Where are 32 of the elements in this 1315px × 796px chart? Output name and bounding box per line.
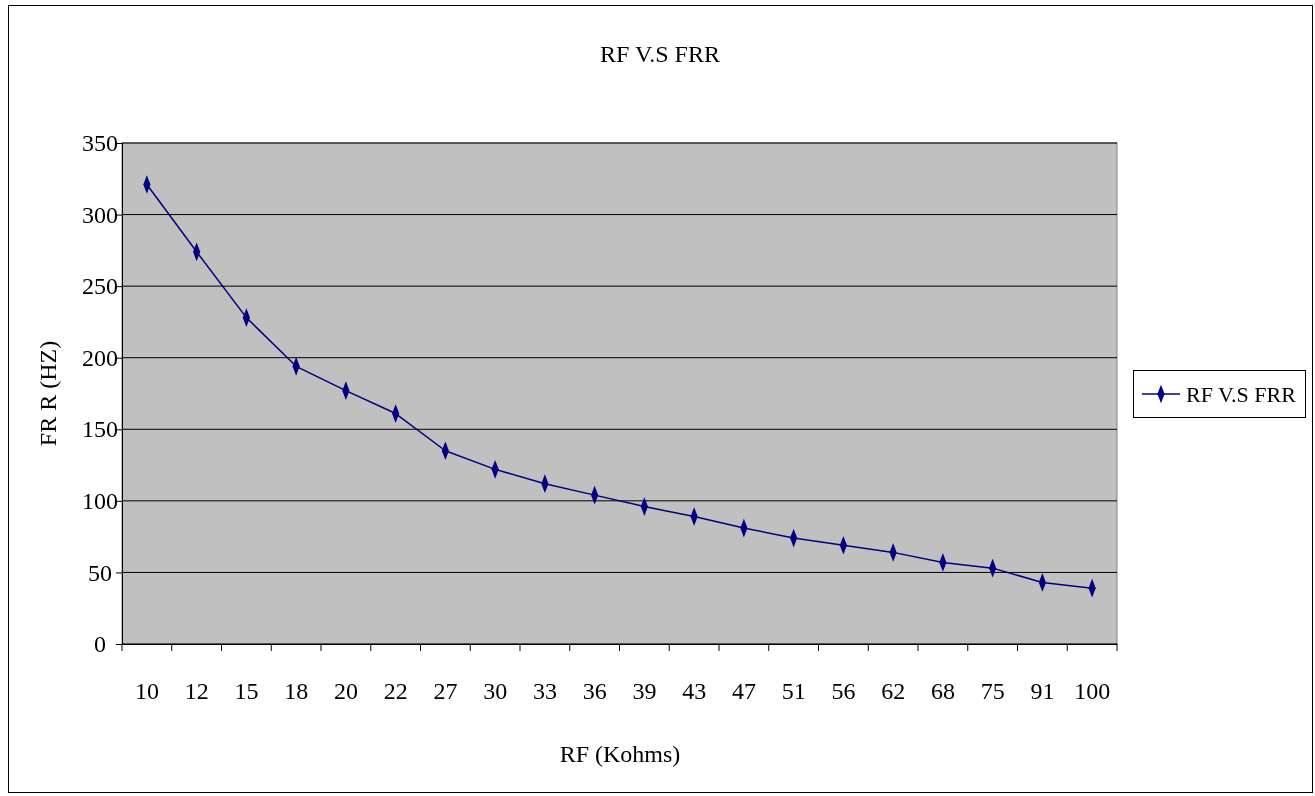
y-tick-label: 200 <box>82 344 118 371</box>
legend-label: RF V.S FRR <box>1186 382 1297 407</box>
x-tick-label: 20 <box>333 678 358 705</box>
x-tick-label: 75 <box>980 678 1005 705</box>
y-tick-label: 250 <box>82 273 118 300</box>
chart-title: RF V.S FRR <box>600 41 720 67</box>
x-tick-label: 51 <box>781 678 806 705</box>
y-tick-label: 0 <box>94 631 106 658</box>
x-tick-label: 56 <box>831 678 856 705</box>
y-tick-label: 50 <box>88 559 112 586</box>
x-axis-title: RF (Kohms) <box>559 741 681 767</box>
x-tick-label: 100 <box>1074 678 1111 705</box>
x-tick-label: 27 <box>433 678 458 705</box>
x-tick-label: 22 <box>383 678 408 705</box>
x-tick-label: 12 <box>184 678 209 705</box>
x-tick-label: 33 <box>532 678 557 705</box>
y-tick-label: 350 <box>82 130 118 157</box>
y-tick-label: 150 <box>82 416 118 443</box>
x-tick-label: 62 <box>881 678 906 705</box>
y-tick-label: 100 <box>82 488 118 515</box>
x-tick-label: 91 <box>1030 678 1055 705</box>
x-tick-label: 18 <box>284 678 309 705</box>
x-tick-label: 47 <box>731 678 756 705</box>
x-tick-label: 15 <box>234 678 259 705</box>
x-tick-label: 39 <box>632 678 657 705</box>
y-axis-title: FR R (HZ) <box>35 340 61 447</box>
y-tick-label: 300 <box>82 201 118 228</box>
x-tick-label: 68 <box>930 678 955 705</box>
x-tick-label: 10 <box>134 678 159 705</box>
x-tick-label: 30 <box>483 678 508 705</box>
x-tick-label: 36 <box>582 678 607 705</box>
x-tick-label: 43 <box>682 678 707 705</box>
